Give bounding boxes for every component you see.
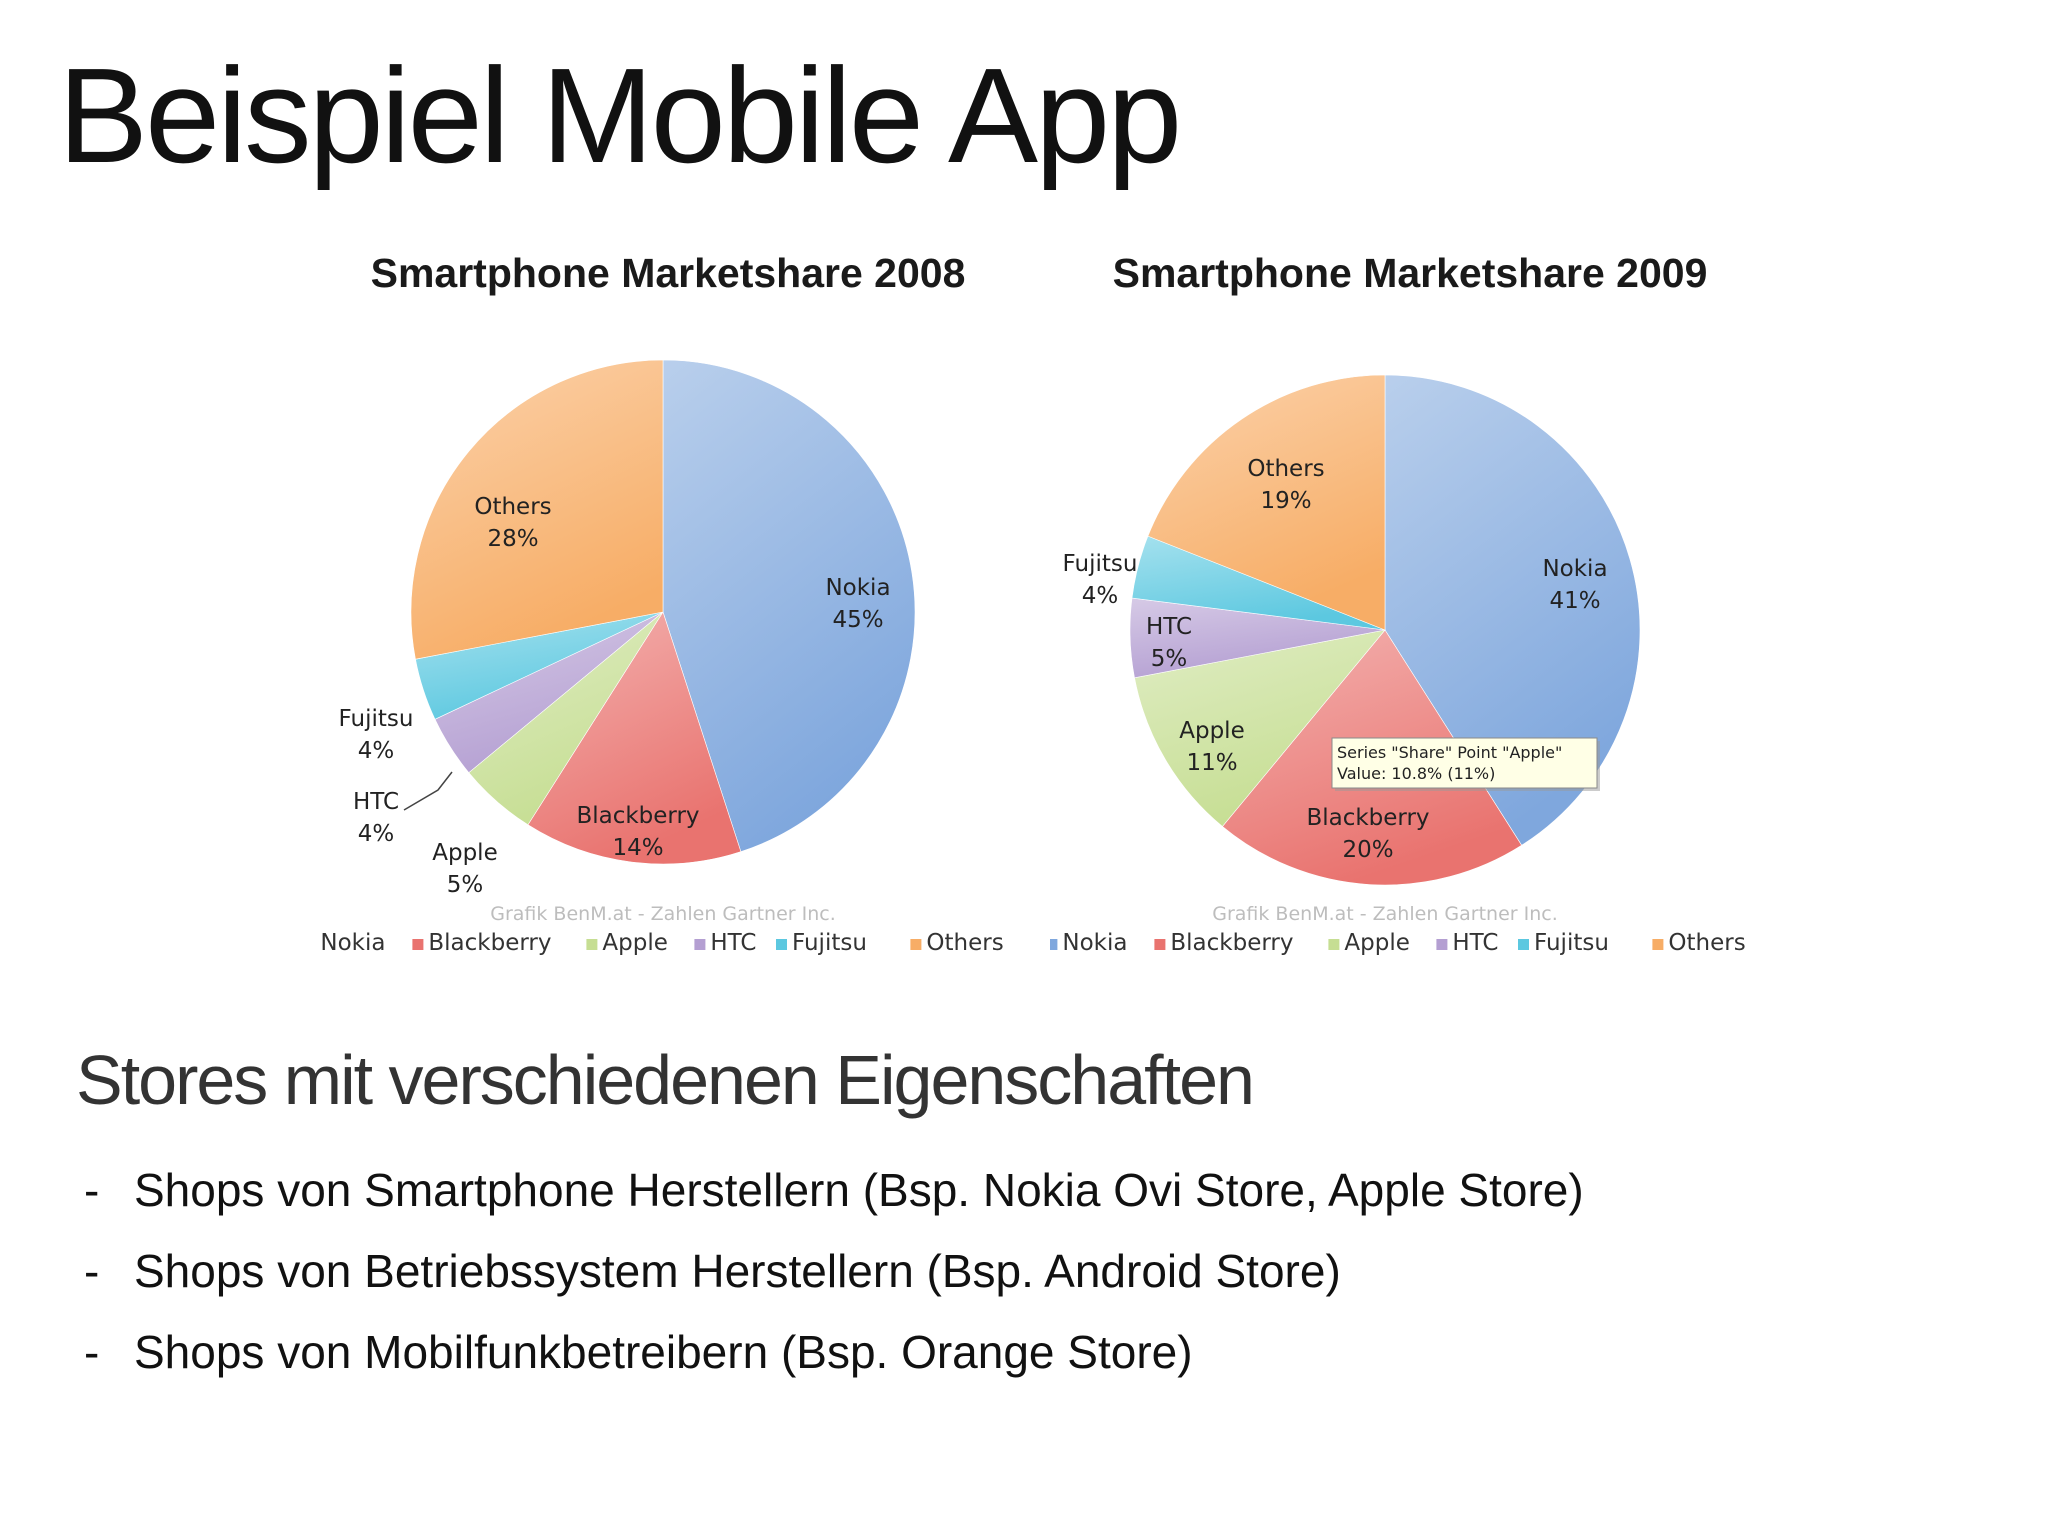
- data-label-name: Blackberry: [576, 803, 699, 829]
- bullet-list: - Shops von Smartphone Herstellern (Bsp. …: [84, 1150, 1584, 1393]
- chart-legend: Nokia Blackberry Apple HTC Fujitsu Others: [320, 930, 1003, 956]
- legend-entry: Apple: [1344, 930, 1409, 956]
- legend-entry: Fujitsu: [1534, 930, 1609, 956]
- section-subtitle: Stores mit verschiedenen Eigenschaften: [76, 1041, 1255, 1119]
- pie-chart-2008: Nokia 45% Blackberry 14% Apple 5% HTC 4% Fujitsu…: [320, 359, 1004, 956]
- source-note: Grafik BenM.at - Zahlen Gartner Inc.: [1212, 903, 1558, 925]
- legend-swatch: [1652, 939, 1664, 950]
- data-label-value: 45%: [832, 607, 883, 633]
- legend-entry: Others: [1668, 930, 1745, 956]
- bullet-marker: -: [84, 1245, 100, 1297]
- data-label-value: 4%: [358, 821, 395, 847]
- bullet-item: - Shops von Smartphone Herstellern (Bsp. …: [84, 1150, 1584, 1231]
- legend-entry: Fujitsu: [792, 930, 867, 956]
- pie-slice-apple: [1134, 629, 1386, 827]
- bullet-item: - Shops von Mobilfunkbetreibern (Bsp. Ora…: [84, 1312, 1584, 1393]
- data-label-value: 5%: [447, 872, 484, 898]
- data-label-name: Fujitsu: [339, 706, 414, 732]
- data-label-value: 4%: [358, 738, 395, 764]
- chart-legend: Nokia Blackberry Apple HTC Fujitsu Others: [1050, 930, 1746, 956]
- data-label-name: HTC: [353, 789, 399, 815]
- data-label-value: 5%: [1151, 646, 1188, 672]
- legend-entry: Nokia: [320, 930, 385, 956]
- bullet-marker: -: [84, 1164, 100, 1216]
- data-label-name: Others: [1247, 456, 1324, 482]
- data-label-name: Nokia: [825, 575, 890, 601]
- legend-swatch: [1328, 939, 1340, 950]
- tooltip-line: Value: 10.8% (11%): [1337, 764, 1495, 783]
- legend-entry: Apple: [602, 930, 667, 956]
- leader-line: [403, 771, 453, 811]
- legend-entry: Blackberry: [1170, 930, 1293, 956]
- chart-2009: Smartphone Marketshare 2009 Nokia 41% Blac…: [1050, 250, 1770, 990]
- legend-swatch: [1050, 939, 1058, 950]
- data-label-value: 11%: [1186, 750, 1237, 776]
- data-label-value: 20%: [1342, 837, 1393, 863]
- data-label-name: Apple: [432, 840, 497, 866]
- legend-swatch: [586, 939, 598, 950]
- data-label-value: 28%: [487, 526, 538, 552]
- legend-entry: Blackberry: [428, 930, 551, 956]
- pie-slice-others: [410, 359, 664, 660]
- legend-entry: Others: [926, 930, 1003, 956]
- data-label-value: 41%: [1549, 588, 1600, 614]
- tooltip-line: Series "Share" Point "Apple": [1337, 743, 1562, 762]
- bullet-text: Shops von Mobilfunkbetreibern (Bsp. Oran…: [134, 1326, 1193, 1378]
- data-label-value: 19%: [1260, 488, 1311, 514]
- chart-title: Smartphone Marketshare 2009: [1112, 250, 1708, 296]
- legend-swatch: [1154, 939, 1166, 950]
- data-label-name: Apple: [1179, 718, 1244, 744]
- data-label-name: Others: [474, 494, 551, 520]
- bullet-text: Shops von Smartphone Herstellern (Bsp. N…: [134, 1164, 1584, 1216]
- chart-2008: Smartphone Marketshare 2008 Nokia 45% Blac…: [318, 250, 1018, 990]
- bullet-item: - Shops von Betriebssystem Herstellern (B…: [84, 1231, 1584, 1312]
- source-note: Grafik BenM.at - Zahlen Gartner Inc.: [490, 903, 836, 925]
- data-label-name: Blackberry: [1306, 805, 1429, 831]
- data-label-value: 14%: [612, 835, 663, 861]
- bullet-marker: -: [84, 1326, 100, 1378]
- data-label-value: 4%: [1082, 583, 1119, 609]
- chart-title: Smartphone Marketshare 2008: [370, 250, 966, 296]
- pie-slice-others: [1147, 374, 1386, 631]
- legend-swatch: [776, 939, 787, 950]
- legend-entry: HTC: [1452, 930, 1498, 956]
- bullet-text: Shops von Betriebssystem Herstellern (Bs…: [134, 1245, 1341, 1297]
- legend-swatch: [1436, 939, 1448, 950]
- chart-tooltip: Series "Share" Point "Apple" Value: 10.8%…: [1331, 737, 1600, 791]
- legend-entry: Nokia: [1062, 930, 1127, 956]
- pie-chart-2009: Nokia 41% Blackberry 20% Apple 11% HTC 5% Fujits…: [1050, 374, 1746, 956]
- data-label-name: Fujitsu: [1063, 551, 1138, 577]
- data-label-name: HTC: [1146, 614, 1192, 640]
- pie-slice-blackberry: [527, 611, 742, 865]
- legend-entry: HTC: [710, 930, 756, 956]
- legend-swatch: [910, 939, 922, 950]
- legend-swatch: [1518, 939, 1529, 950]
- legend-swatch: [412, 939, 424, 950]
- legend-swatch: [694, 939, 706, 950]
- slide-title: Beispiel Mobile App: [58, 40, 1182, 191]
- data-label-name: Nokia: [1542, 556, 1607, 582]
- pie-slice-nokia: [662, 359, 916, 853]
